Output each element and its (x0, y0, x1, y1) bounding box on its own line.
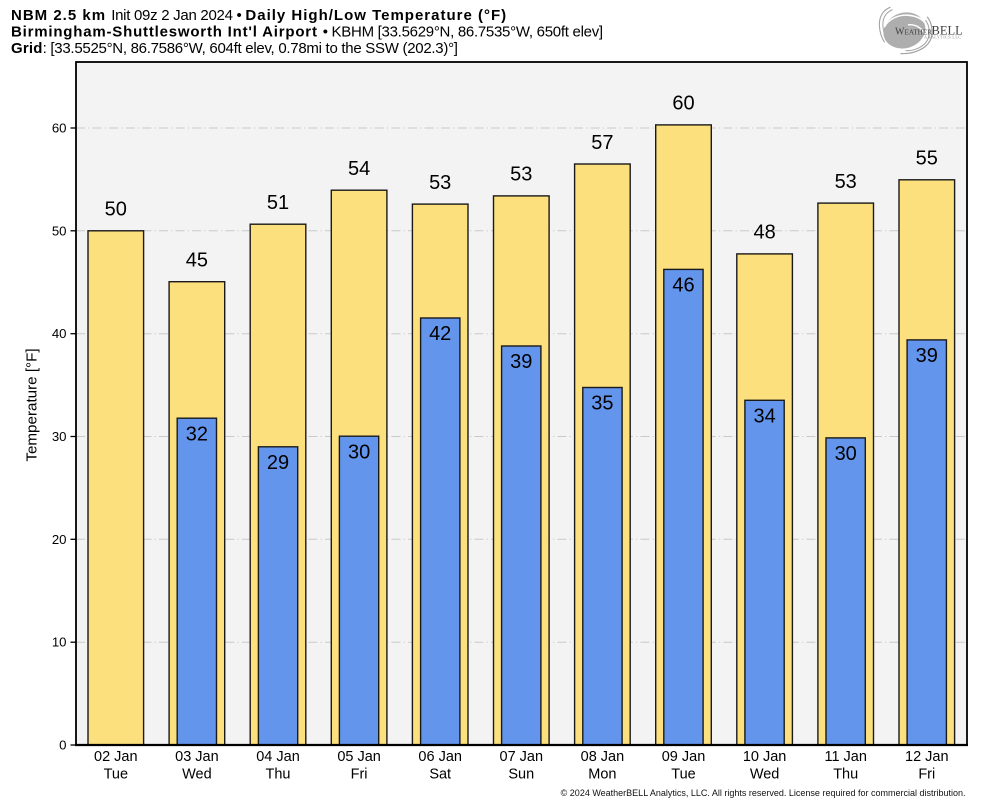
svg-text:34: 34 (753, 406, 775, 428)
svg-text:60: 60 (52, 121, 67, 136)
svg-text:Tue: Tue (671, 766, 695, 782)
svg-text:Birmingham-Shuttlesworth Int'l: Birmingham-Shuttlesworth Int'l Airport •… (11, 23, 603, 40)
svg-text:55: 55 (916, 148, 938, 170)
svg-text:04 Jan: 04 Jan (256, 749, 300, 765)
svg-text:Mon: Mon (588, 766, 616, 782)
svg-text:50: 50 (52, 223, 67, 238)
svg-text:20: 20 (52, 532, 67, 547)
svg-text:NBM 2.5 km Init 09z 2 Jan 2024: NBM 2.5 km Init 09z 2 Jan 2024 • Daily H… (11, 7, 507, 24)
svg-text:60: 60 (672, 93, 694, 115)
svg-text:29: 29 (267, 452, 289, 474)
svg-text:06 Jan: 06 Jan (418, 749, 462, 765)
svg-text:42: 42 (429, 323, 451, 345)
svg-text:0: 0 (59, 738, 66, 753)
svg-text:40: 40 (52, 326, 67, 341)
svg-text:Fri: Fri (351, 766, 368, 782)
svg-text:Wed: Wed (750, 766, 780, 782)
svg-text:© 2024 WeatherBELL Analytics,: © 2024 WeatherBELL Analytics, LLC. All r… (561, 788, 966, 798)
svg-text:10: 10 (52, 635, 67, 650)
svg-text:Thu: Thu (833, 766, 858, 782)
svg-text:07 Jan: 07 Jan (500, 749, 544, 765)
svg-text:50: 50 (105, 199, 127, 221)
svg-text:09 Jan: 09 Jan (662, 749, 706, 765)
svg-text:Thu: Thu (266, 766, 291, 782)
svg-text:32: 32 (186, 423, 208, 445)
svg-text:Wed: Wed (182, 766, 212, 782)
svg-text:54: 54 (348, 158, 370, 180)
svg-text:Temperature [°F]: Temperature [°F] (23, 348, 40, 461)
svg-text:57: 57 (591, 132, 613, 154)
svg-text:39: 39 (916, 345, 938, 367)
svg-text:48: 48 (753, 222, 775, 244)
svg-text:53: 53 (510, 164, 532, 186)
svg-text:45: 45 (186, 250, 208, 272)
svg-text:Tue: Tue (104, 766, 128, 782)
svg-text:Fri: Fri (918, 766, 935, 782)
svg-text:51: 51 (267, 192, 289, 214)
svg-text:39: 39 (510, 351, 532, 373)
svg-text:02 Jan: 02 Jan (94, 749, 138, 765)
svg-text:11 Jan: 11 Jan (824, 749, 866, 765)
svg-text:53: 53 (835, 171, 857, 193)
svg-text:10 Jan: 10 Jan (743, 749, 787, 765)
svg-text:53: 53 (429, 172, 451, 194)
svg-text:05 Jan: 05 Jan (337, 749, 381, 765)
svg-text:Grid: [33.5525°N, 86.7586°W, 6: Grid: [33.5525°N, 86.7586°W, 604ft elev,… (11, 40, 458, 57)
svg-text:35: 35 (591, 393, 613, 415)
svg-text:30: 30 (348, 441, 370, 463)
svg-text:Sat: Sat (429, 766, 451, 782)
svg-text:08 Jan: 08 Jan (581, 749, 625, 765)
svg-text:30: 30 (835, 443, 857, 465)
svg-text:46: 46 (672, 275, 694, 297)
svg-text:30: 30 (52, 429, 67, 444)
svg-text:Sun: Sun (508, 766, 534, 782)
svg-text:12 Jan: 12 Jan (905, 749, 949, 765)
svg-text:03 Jan: 03 Jan (175, 749, 219, 765)
svg-text:ANALYTICS LLC: ANALYTICS LLC (924, 35, 961, 40)
